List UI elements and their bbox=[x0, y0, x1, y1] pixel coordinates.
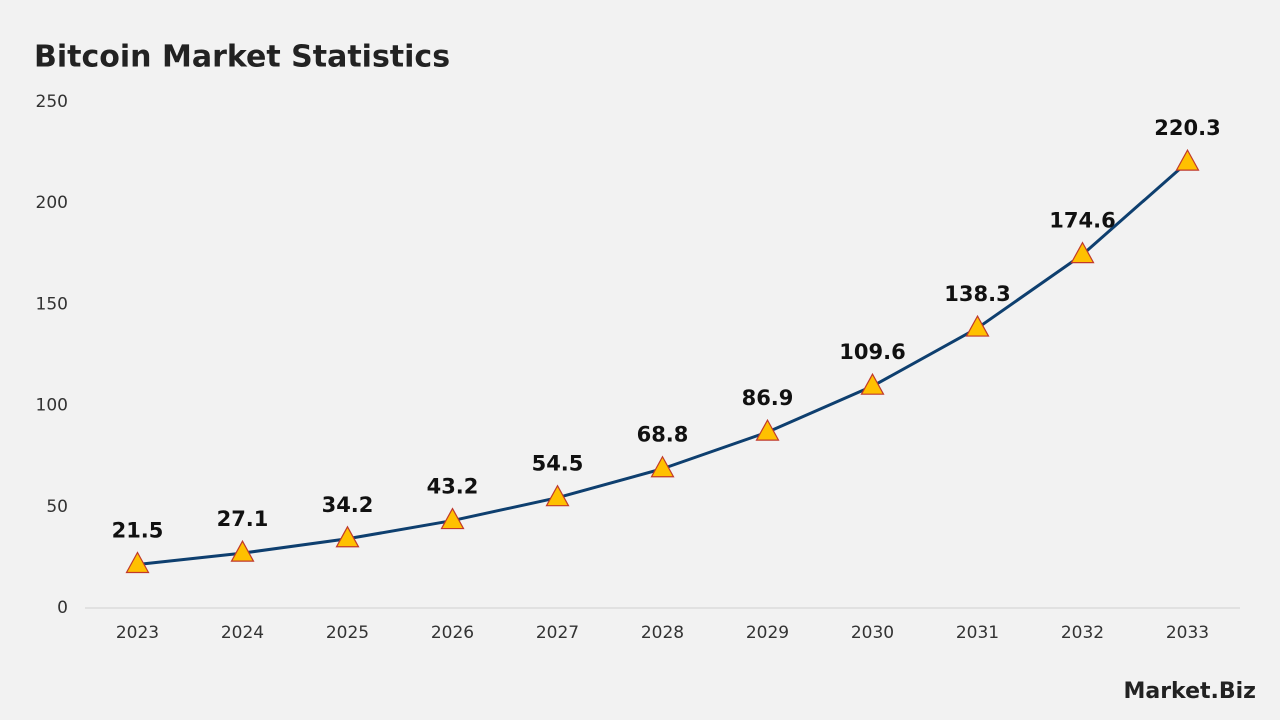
x-tick-label: 2024 bbox=[221, 623, 264, 643]
logo: Market.Biz bbox=[1123, 679, 1256, 704]
value-label: 220.3 bbox=[1154, 116, 1220, 140]
marker bbox=[860, 372, 885, 395]
y-tick-label: 150 bbox=[36, 294, 68, 314]
y-tick-label: 200 bbox=[36, 193, 68, 213]
x-tick-label: 2031 bbox=[956, 623, 999, 643]
value-label: 54.5 bbox=[532, 452, 584, 476]
marker bbox=[440, 507, 465, 530]
chart-title: Bitcoin Market Statistics bbox=[34, 40, 450, 75]
marker bbox=[1070, 241, 1095, 264]
marker bbox=[1175, 148, 1200, 171]
value-label: 43.2 bbox=[427, 475, 479, 499]
x-tick-label: 2030 bbox=[851, 623, 894, 643]
value-label: 86.9 bbox=[742, 386, 794, 410]
y-tick-label: 250 bbox=[36, 92, 68, 112]
value-label: 109.6 bbox=[839, 340, 905, 364]
value-label: 21.5 bbox=[112, 518, 164, 542]
x-tick-label: 2027 bbox=[536, 623, 579, 643]
marker bbox=[545, 484, 570, 507]
marker bbox=[650, 455, 675, 478]
y-tick-label: 50 bbox=[46, 497, 68, 517]
marker bbox=[125, 551, 150, 574]
value-label: 27.1 bbox=[217, 507, 269, 531]
value-label: 174.6 bbox=[1049, 209, 1115, 233]
y-tick-label: 100 bbox=[36, 396, 68, 416]
x-tick-label: 2029 bbox=[746, 623, 789, 643]
x-tick-label: 2025 bbox=[326, 623, 369, 643]
x-tick-label: 2032 bbox=[1061, 623, 1104, 643]
value-label: 138.3 bbox=[944, 282, 1010, 306]
x-tick-label: 2023 bbox=[116, 623, 159, 643]
marker bbox=[230, 539, 255, 562]
x-tick-label: 2026 bbox=[431, 623, 474, 643]
marker bbox=[965, 314, 990, 337]
value-label: 68.8 bbox=[637, 423, 689, 447]
marker bbox=[755, 418, 780, 441]
marker bbox=[335, 525, 360, 548]
value-label: 34.2 bbox=[322, 493, 374, 517]
x-tick-label: 2028 bbox=[641, 623, 684, 643]
x-tick-label: 2033 bbox=[1166, 623, 1209, 643]
y-tick-label: 0 bbox=[57, 598, 68, 618]
